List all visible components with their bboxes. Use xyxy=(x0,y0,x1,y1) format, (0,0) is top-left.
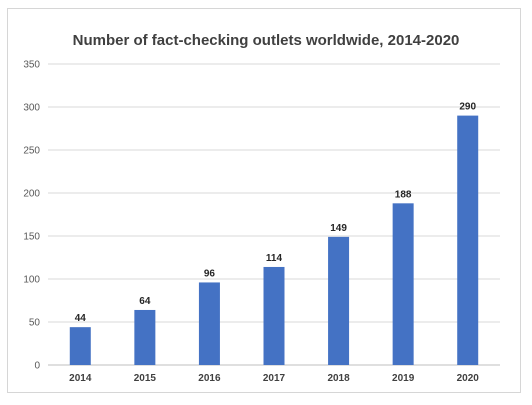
data-labels: 44 64 96 114 149 188 290 xyxy=(75,102,477,325)
data-label-2020: 290 xyxy=(459,102,476,113)
data-label-2015: 64 xyxy=(139,296,151,307)
data-label-2016: 96 xyxy=(204,268,216,279)
y-tick-label: 100 xyxy=(23,275,40,286)
bar-2017 xyxy=(263,266,285,365)
y-axis-ticks: 0 50 100 150 200 250 300 350 xyxy=(23,60,40,372)
bars xyxy=(69,115,479,365)
bar-2018 xyxy=(328,236,350,365)
data-label-2019: 188 xyxy=(395,189,412,200)
data-label-2018: 149 xyxy=(330,223,347,234)
data-label-2014: 44 xyxy=(75,313,87,324)
y-tick-label: 350 xyxy=(23,60,40,71)
bar-2015 xyxy=(134,309,156,365)
x-tick-label-2020: 2020 xyxy=(457,373,480,384)
bar-2019 xyxy=(392,203,414,365)
bar-2020 xyxy=(457,115,479,365)
y-tick-label: 150 xyxy=(23,232,40,243)
chart-title: Number of fact-checking outlets worldwid… xyxy=(72,32,460,49)
x-axis-ticks: 2014 2015 2016 2017 2018 2019 2020 xyxy=(69,373,479,384)
y-tick-label: 50 xyxy=(29,318,41,329)
x-tick-label-2014: 2014 xyxy=(69,373,92,384)
y-tick-label: 200 xyxy=(23,189,40,200)
bar-2016 xyxy=(198,282,220,365)
data-label-2017: 114 xyxy=(266,253,283,264)
x-tick-label-2019: 2019 xyxy=(392,373,415,384)
x-tick-label-2016: 2016 xyxy=(198,373,221,384)
x-tick-label-2018: 2018 xyxy=(327,373,350,384)
y-tick-label: 300 xyxy=(23,103,40,114)
y-tick-label: 250 xyxy=(23,146,40,157)
bar-2014 xyxy=(69,327,91,365)
x-tick-label-2015: 2015 xyxy=(134,373,157,384)
y-tick-label: 0 xyxy=(34,361,40,372)
x-tick-label-2017: 2017 xyxy=(263,373,286,384)
